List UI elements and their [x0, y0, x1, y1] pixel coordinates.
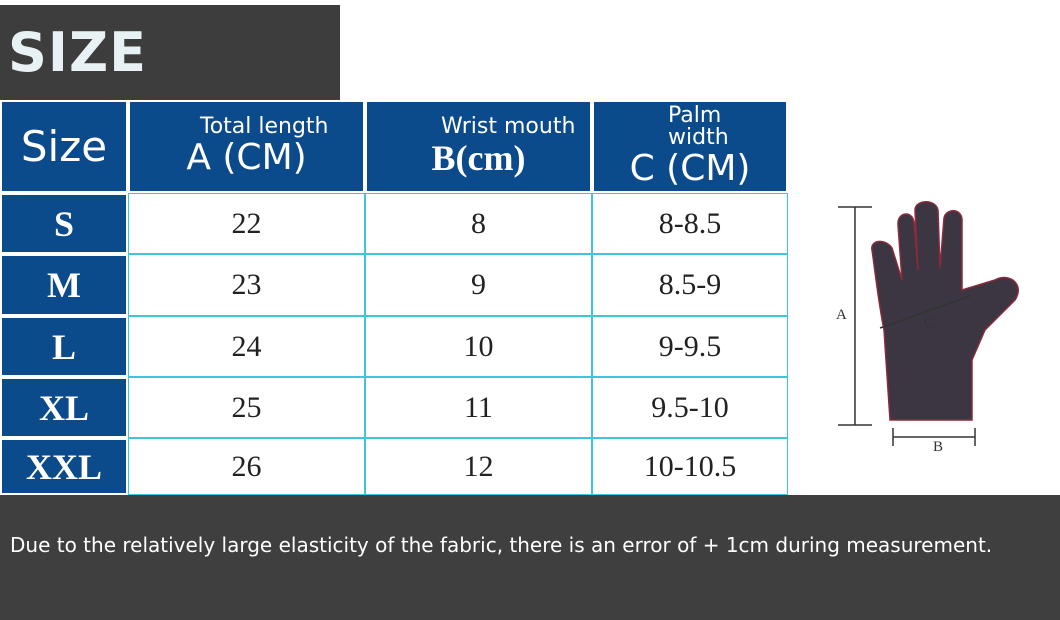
label-a: A — [836, 307, 847, 323]
header-label: Wrist mouth — [441, 113, 576, 139]
header-cell: Total length A (CM) — [128, 100, 365, 193]
data-cell: 10 — [365, 316, 592, 377]
footer: Due to the relatively large elasticity o… — [0, 495, 1060, 620]
header-unit: B(cm) — [431, 137, 526, 178]
header-label: Palm width — [668, 102, 729, 150]
size-cell: M — [0, 254, 128, 316]
size-cell: XL — [0, 377, 128, 438]
data-cell: 8.5-9 — [592, 254, 788, 316]
data-cell: 9 — [365, 254, 592, 316]
data-cell: 22 — [128, 193, 365, 254]
data-cell: 23 — [128, 254, 365, 316]
size-cell: L — [0, 316, 128, 377]
footer-note: Due to the relatively large elasticity o… — [10, 533, 993, 557]
data-cell: 25 — [128, 377, 365, 438]
size-cell: S — [0, 193, 128, 254]
data-cell: 24 — [128, 316, 365, 377]
title: SIZE TABLE — [0, 5, 340, 179]
dimension-lines — [838, 206, 976, 446]
glove — [871, 201, 1019, 421]
data-cell: 26 — [128, 438, 365, 495]
data-cell: 10-10.5 — [592, 438, 788, 495]
size-cell: XXL — [0, 438, 128, 495]
data-cell: 12 — [365, 438, 592, 495]
data-cell: 9-9.5 — [592, 316, 788, 377]
header-label: Total length — [200, 113, 329, 139]
header-cell: Palm width C (CM) — [592, 100, 788, 193]
data-cell: 11 — [365, 377, 592, 438]
label-c: C — [924, 315, 934, 331]
label-b: B — [933, 439, 943, 455]
data-cell: 8-8.5 — [592, 193, 788, 254]
data-cell: 8 — [365, 193, 592, 254]
header-cell: Wrist mouth B(cm) — [365, 100, 592, 193]
header-unit: A (CM) — [186, 136, 307, 178]
data-cell: 9.5-10 — [592, 377, 788, 438]
header-label: Size — [20, 121, 108, 171]
header-unit: C (CM) — [629, 147, 751, 189]
header-cell: Size — [0, 100, 128, 193]
